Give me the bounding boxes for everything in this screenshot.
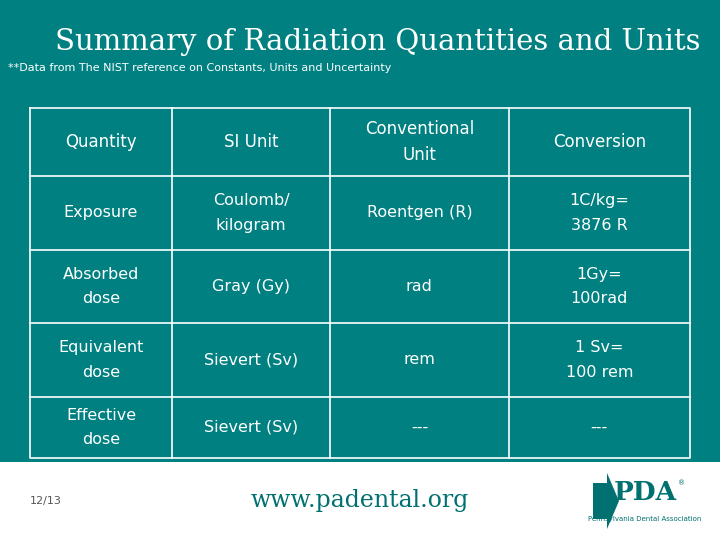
Text: ®: ® <box>678 480 685 486</box>
Text: ---: --- <box>590 420 608 435</box>
Text: www.padental.org: www.padental.org <box>251 489 469 512</box>
Text: Quantity: Quantity <box>65 133 137 151</box>
Text: ---: --- <box>411 420 428 435</box>
Text: Effective
dose: Effective dose <box>66 408 136 447</box>
Text: 1C/kg=
3876 R: 1C/kg= 3876 R <box>570 193 629 233</box>
Text: Equivalent
dose: Equivalent dose <box>58 340 143 380</box>
Text: Roentgen (R): Roentgen (R) <box>366 206 472 220</box>
Text: Coulomb/
kilogram: Coulomb/ kilogram <box>213 193 289 233</box>
Text: Summary of Radiation Quantities and Units: Summary of Radiation Quantities and Unit… <box>55 28 701 56</box>
Text: **Data from The NIST reference on Constants, Units and Uncertainty: **Data from The NIST reference on Consta… <box>9 63 392 73</box>
Text: Conversion: Conversion <box>553 133 646 151</box>
Text: rem: rem <box>403 353 436 368</box>
Text: SI Unit: SI Unit <box>224 133 279 151</box>
Text: Sievert (Sv): Sievert (Sv) <box>204 353 298 368</box>
Text: Pennsylvania Dental Association: Pennsylvania Dental Association <box>588 516 702 522</box>
Text: Absorbed
dose: Absorbed dose <box>63 267 139 306</box>
Text: 12/13: 12/13 <box>30 496 62 506</box>
Text: Gray (Gy): Gray (Gy) <box>212 279 290 294</box>
Text: 1 Sv=
100 rem: 1 Sv= 100 rem <box>565 340 633 380</box>
Polygon shape <box>593 473 619 529</box>
Text: Exposure: Exposure <box>64 206 138 220</box>
Text: rad: rad <box>406 279 433 294</box>
Text: Sievert (Sv): Sievert (Sv) <box>204 420 298 435</box>
Text: 1Gy=
100rad: 1Gy= 100rad <box>570 267 628 306</box>
Text: Conventional
Unit: Conventional Unit <box>365 120 474 164</box>
Text: PDA: PDA <box>613 481 677 505</box>
Bar <box>0 462 720 540</box>
